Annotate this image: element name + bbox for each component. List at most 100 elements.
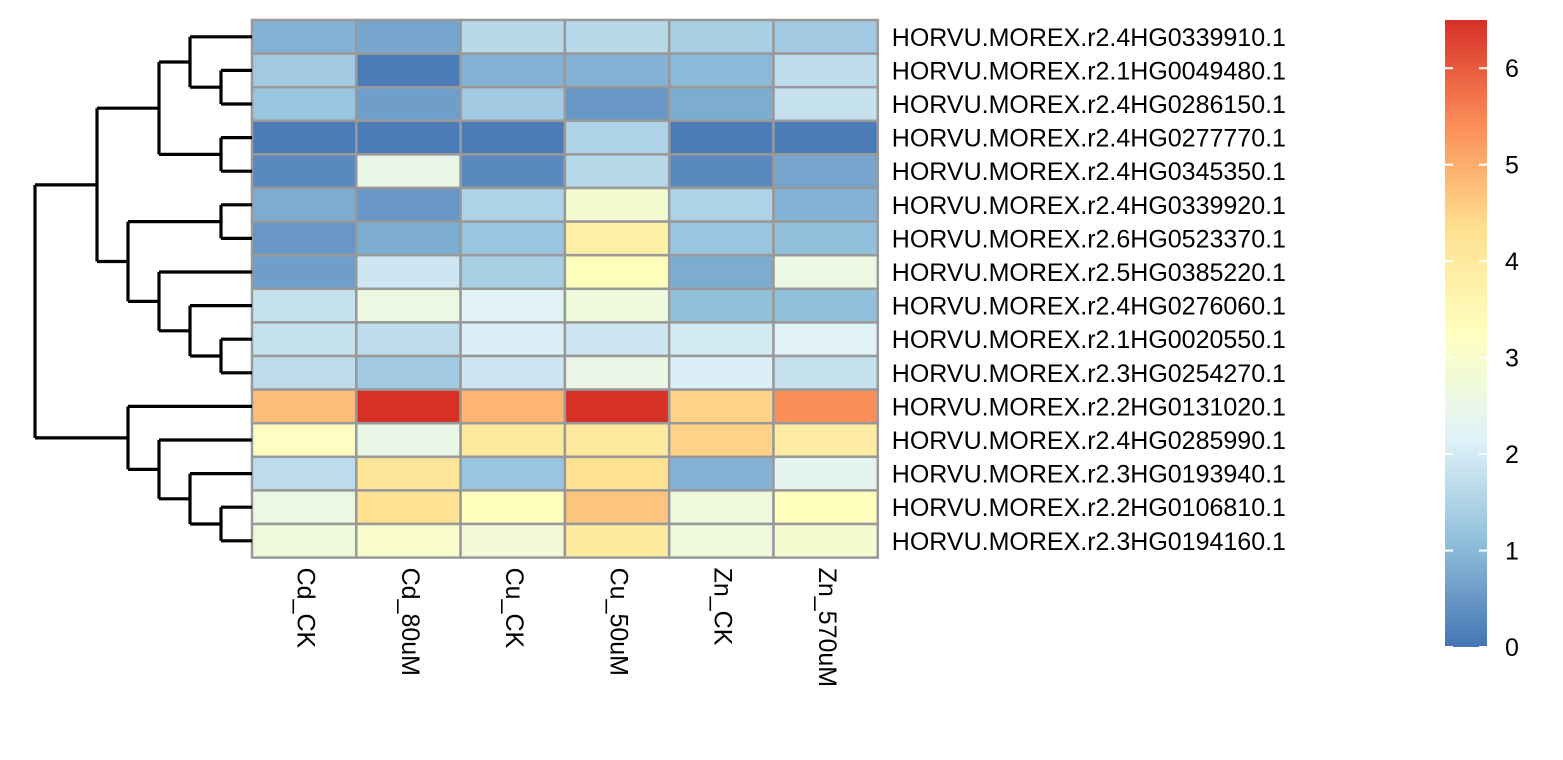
heatmap-cell — [250, 253, 358, 291]
heatmap-cell — [459, 18, 567, 55]
heatmap-cell — [459, 220, 567, 257]
column-label: Cd_CK — [292, 568, 320, 649]
heatmap-cell — [667, 489, 775, 526]
heatmap-cell — [667, 85, 775, 123]
row-label: HORVU.MOREX.r2.5HG0385220.1 — [892, 259, 1286, 287]
heatmap-cell — [563, 321, 671, 358]
heatmap-cell — [772, 18, 880, 55]
heatmap-cell — [250, 186, 358, 223]
heatmap-cell — [563, 354, 671, 391]
row-label: HORVU.MOREX.r2.4HG0276060.1 — [892, 293, 1286, 321]
heatmap-cell — [355, 153, 462, 190]
heatmap-cell — [250, 52, 358, 89]
heatmap-cell — [459, 287, 567, 324]
heatmap-cell — [772, 52, 880, 89]
row-label: HORVU.MOREX.r2.4HG0285990.1 — [892, 427, 1286, 455]
row-label: HORVU.MOREX.r2.3HG0193940.1 — [892, 461, 1286, 489]
heatmap-cell — [250, 85, 358, 123]
row-label: HORVU.MOREX.r2.6HG0523370.1 — [892, 225, 1286, 253]
heatmap-cell — [459, 455, 567, 492]
heatmap-cell — [355, 522, 462, 559]
column-label: Cu_50uM — [604, 568, 632, 676]
heatmap-cell — [772, 321, 880, 358]
heatmap-cell — [459, 253, 567, 291]
heatmap-cell — [355, 388, 462, 425]
heatmap-cell — [667, 421, 775, 459]
heatmap-cell — [250, 153, 358, 190]
column-label: Cd_80uM — [396, 568, 424, 676]
heatmap-cell — [250, 220, 358, 257]
colorbar — [1445, 20, 1487, 647]
heatmap-cell — [667, 52, 775, 89]
heatmap-cell — [250, 455, 358, 492]
heatmap-cell — [355, 321, 462, 358]
heatmap-cell — [563, 522, 671, 559]
row-label: HORVU.MOREX.r2.3HG0254270.1 — [892, 360, 1286, 388]
heatmap-cell — [355, 186, 462, 223]
column-label: Zn_CK — [709, 568, 737, 646]
heatmap-cell — [772, 287, 880, 324]
colorbar-tick-label: 0 — [1505, 634, 1519, 662]
heatmap-cell — [250, 321, 358, 358]
heatmap-cell — [563, 388, 671, 425]
row-label: HORVU.MOREX.r2.4HG0339920.1 — [892, 192, 1286, 220]
row-label: HORVU.MOREX.r2.4HG0286150.1 — [892, 91, 1286, 119]
heatmap-cell — [355, 489, 462, 526]
heatmap-cell — [250, 522, 358, 559]
heatmap-cell — [667, 18, 775, 55]
heatmap-cell — [563, 186, 671, 223]
heatmap-cell — [667, 354, 775, 391]
heatmap-cell — [667, 388, 775, 425]
heatmap-cell — [355, 85, 462, 123]
heatmap-cell — [772, 388, 880, 425]
heatmap-cell — [667, 186, 775, 223]
heatmap-cell — [250, 287, 358, 324]
heatmap-cell — [355, 220, 462, 257]
heatmap-cell — [772, 253, 880, 291]
heatmap-cell — [355, 455, 462, 492]
heatmap-cell — [563, 18, 671, 55]
heatmap-cell — [459, 522, 567, 559]
heatmap-cell — [459, 388, 567, 425]
heatmap-cell — [459, 153, 567, 190]
heatmap-cell — [355, 119, 462, 156]
colorbar-tick-label: 4 — [1505, 248, 1519, 276]
heatmap-cell — [459, 186, 567, 223]
heatmap-cell — [459, 489, 567, 526]
heatmap-cell — [667, 153, 775, 190]
heatmap-cell — [355, 354, 462, 391]
heatmap-cell — [355, 253, 462, 291]
heatmap-cell — [250, 388, 358, 425]
row-label: HORVU.MOREX.r2.1HG0049480.1 — [892, 57, 1286, 85]
heatmap-cell — [772, 354, 880, 391]
row-label: HORVU.MOREX.r2.3HG0194160.1 — [892, 528, 1286, 556]
heatmap-cell — [772, 119, 880, 156]
colorbar-tick-label: 5 — [1505, 152, 1519, 180]
colorbar-tick-label: 2 — [1505, 441, 1519, 469]
heatmap-cell — [250, 18, 358, 55]
row-label: HORVU.MOREX.r2.4HG0345350.1 — [892, 158, 1286, 186]
colorbar-tick-label: 1 — [1505, 538, 1519, 566]
heatmap-cell — [250, 421, 358, 459]
heatmap-cell — [772, 522, 880, 559]
heatmap-cell — [772, 421, 880, 459]
heatmap-cell — [459, 52, 567, 89]
heatmap-cell — [563, 455, 671, 492]
heatmap-cell — [667, 119, 775, 156]
heatmap-cell — [667, 220, 775, 257]
heatmap-cell — [772, 153, 880, 190]
row-label: HORVU.MOREX.r2.1HG0020550.1 — [892, 326, 1286, 354]
column-label: Zn_570uM — [813, 568, 841, 688]
heatmap-cell — [772, 489, 880, 526]
heatmap-cell — [667, 455, 775, 492]
heatmap-cell — [563, 287, 671, 324]
heatmap-cell — [459, 421, 567, 459]
heatmap-cell — [563, 253, 671, 291]
heatmap-cell — [355, 287, 462, 324]
heatmap-cell — [772, 186, 880, 223]
heatmap-cell — [563, 153, 671, 190]
heatmap-cell — [772, 455, 880, 492]
heatmap-cell — [459, 321, 567, 358]
